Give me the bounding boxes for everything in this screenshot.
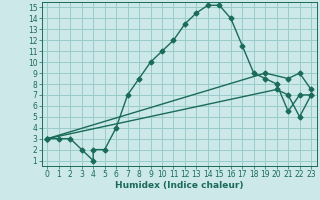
- X-axis label: Humidex (Indice chaleur): Humidex (Indice chaleur): [115, 181, 244, 190]
